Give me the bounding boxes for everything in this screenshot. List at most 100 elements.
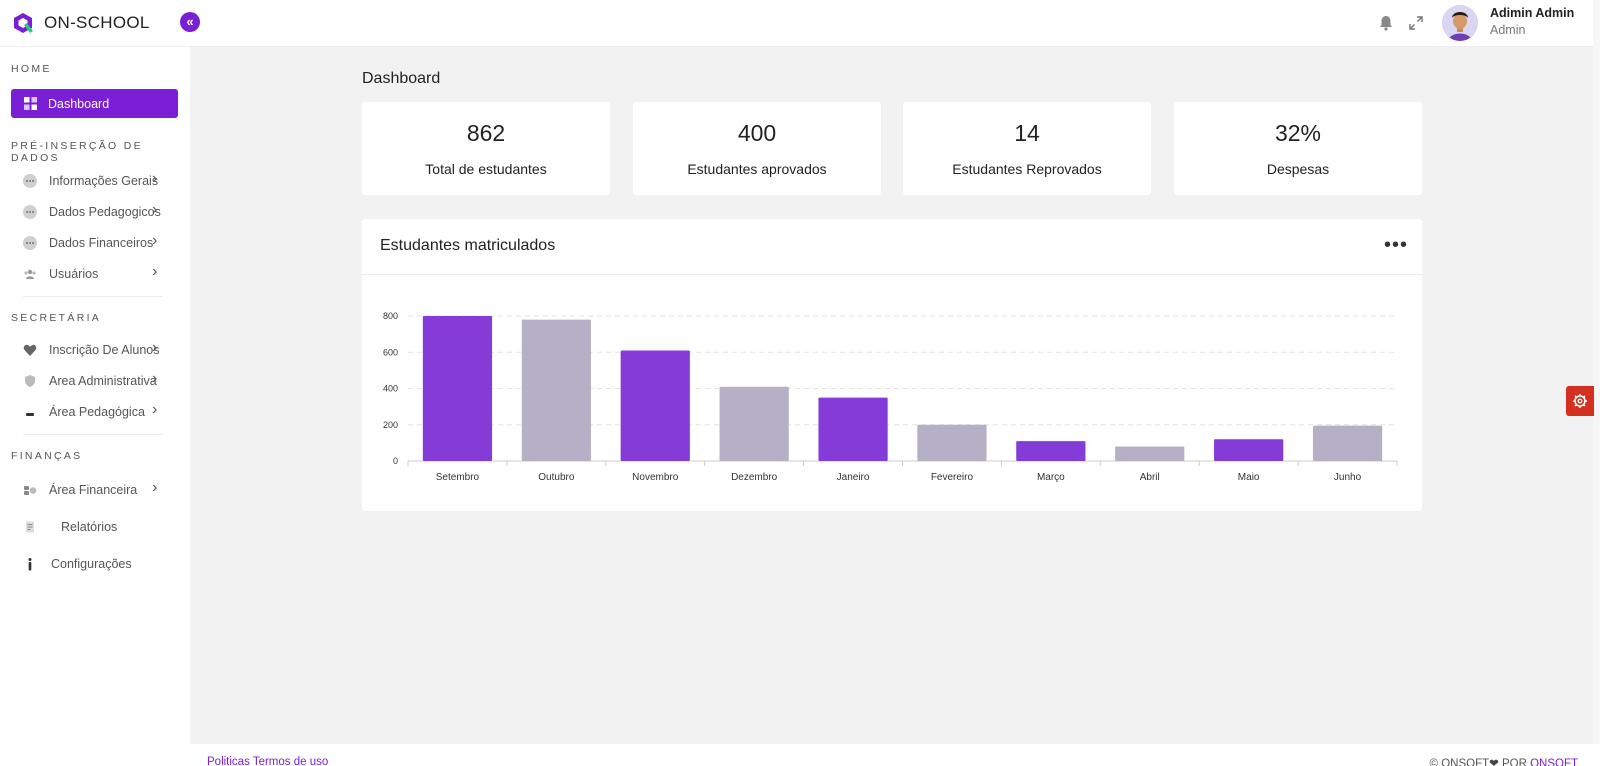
- user-avatar-icon: [1442, 5, 1478, 41]
- copyright-text: © ONSOFT: [1429, 758, 1490, 766]
- heart-icon: [23, 344, 37, 356]
- scrollbar[interactable]: [1593, 0, 1600, 766]
- top-header: ON-SCHOOL « Adimin Admin Admin: [0, 0, 1600, 47]
- chevron-right-icon: ›: [152, 339, 158, 356]
- stat-label: Total de estudantes: [425, 161, 547, 177]
- shield-icon: [25, 375, 35, 387]
- section-title-home: HOME: [11, 63, 52, 75]
- section-title-secretaria: SECRETÁRIA: [11, 312, 102, 324]
- page-title: Dashboard: [362, 70, 441, 87]
- onsoft-link[interactable]: ONSOFT: [1530, 758, 1578, 766]
- y-tick-label: 0: [393, 456, 398, 466]
- sidebar-item-label: Configurações: [51, 557, 132, 571]
- sidebar-item-configuracoes[interactable]: Configurações: [0, 552, 190, 576]
- logo-icon: [14, 13, 33, 33]
- section-title-pre-insercao: PRÉ-INSERÇÃO DE DADOS: [11, 140, 143, 164]
- politicas-link[interactable]: Politicas: [207, 756, 250, 766]
- sidebar-item-informacoes-gerais[interactable]: Informações Gerais ›: [0, 169, 190, 193]
- divider: [23, 434, 163, 435]
- stat-card-aprovados: 400 Estudantes aprovados: [633, 102, 881, 195]
- y-tick-label: 200: [383, 420, 398, 430]
- footer: Politicas Termos de uso © ONSOFT❤ POR ON…: [190, 744, 1600, 766]
- x-tick-label: Dezembro: [731, 472, 778, 483]
- sidebar-item-area-pedagogica[interactable]: Área Pedagógica ›: [0, 400, 190, 424]
- y-tick-label: 600: [383, 347, 398, 357]
- dots-circle-icon: [23, 205, 37, 219]
- y-tick-label: 800: [383, 311, 398, 321]
- bar: [1214, 439, 1284, 461]
- x-tick-label: Abril: [1140, 472, 1160, 483]
- bar: [1016, 441, 1086, 461]
- sidebar-collapse-button[interactable]: «: [180, 12, 200, 32]
- book-icon: [26, 413, 34, 416]
- sidebar-item-label: Dados Pedagogicos: [49, 205, 161, 219]
- stat-card-despesas: 32% Despesas: [1174, 102, 1422, 195]
- x-tick-label: Março: [1037, 472, 1065, 483]
- x-tick-label: Janeiro: [837, 472, 870, 483]
- dots-circle-icon: [23, 236, 37, 250]
- report-icon: [26, 521, 34, 533]
- chevron-right-icon: ›: [152, 170, 158, 187]
- sidebar-item-label: Relatórios: [61, 520, 118, 534]
- sidebar-item-area-financeira[interactable]: Área Financeira ›: [0, 478, 190, 502]
- dashboard-icon: [24, 97, 37, 110]
- sidebar-item-dados-financeiros[interactable]: Dados Financeiros ›: [0, 231, 190, 255]
- stat-value: 400: [737, 120, 777, 146]
- x-tick-label: Novembro: [632, 472, 679, 483]
- stat-value: 32%: [1274, 120, 1322, 146]
- brand-name[interactable]: ON-SCHOOL: [44, 13, 150, 32]
- por-text: POR: [1498, 758, 1531, 766]
- termos-link[interactable]: Termos de uso: [252, 756, 329, 766]
- sidebar-item-dashboard[interactable]: Dashboard: [11, 89, 178, 118]
- x-tick-label: Outubro: [538, 472, 575, 483]
- sidebar-item-label: Usuários: [49, 267, 99, 281]
- section-title-financas: FINANÇAS: [11, 450, 83, 462]
- bar-chart: 0 200 400 600 800 Setembro Outubro Novembro Deze…: [383, 311, 1398, 483]
- sidebar-item-dados-pedagogicos[interactable]: Dados Pedagogicos ›: [0, 200, 190, 224]
- sidebar-item-usuarios[interactable]: Usuários ›: [0, 262, 190, 286]
- stat-value: 14: [1014, 120, 1040, 146]
- avatar[interactable]: [1442, 5, 1478, 41]
- x-tick-label: Maio: [1238, 472, 1260, 483]
- bar: [917, 424, 987, 461]
- expand-icon[interactable]: [1407, 14, 1425, 32]
- x-tick-label: Junho: [1334, 472, 1362, 483]
- user-name[interactable]: Adimin Admin: [1490, 6, 1575, 20]
- users-icon: [24, 269, 36, 279]
- stat-label: Estudantes aprovados: [687, 161, 827, 177]
- chart-header: Estudantes matriculados •••: [362, 219, 1422, 275]
- chevron-right-icon: ›: [152, 232, 158, 249]
- footer-links: Politicas Termos de uso: [207, 756, 328, 766]
- stat-value: 862: [466, 120, 506, 146]
- user-role: Admin: [1490, 23, 1526, 37]
- settings-tab-button[interactable]: [1566, 386, 1594, 416]
- bar: [1115, 446, 1185, 461]
- bar: [521, 319, 591, 461]
- bar: [1312, 425, 1383, 461]
- chevron-right-icon: ›: [152, 401, 158, 418]
- dots-circle-icon: [23, 174, 37, 188]
- chevron-right-icon: ›: [152, 263, 158, 280]
- chart-card: Estudantes matriculados ••• 0 200 400 600 80…: [362, 219, 1422, 511]
- footer-copyright: © ONSOFT❤ POR ONSOFT: [1430, 756, 1578, 766]
- sidebar-item-relatorios[interactable]: Relatórios: [0, 515, 190, 539]
- sidebar-item-label: Informações Gerais: [49, 174, 159, 188]
- sidebar-item-label: Área Pedagógica: [49, 405, 145, 419]
- chevron-right-icon: ›: [152, 201, 158, 218]
- info-icon: [28, 558, 32, 571]
- chevron-right-icon: ›: [152, 479, 158, 496]
- divider: [23, 296, 163, 297]
- more-options-button[interactable]: •••: [1384, 234, 1409, 256]
- bell-icon[interactable]: [1377, 14, 1395, 32]
- sidebar-item-label: Dashboard: [48, 97, 110, 111]
- sidebar-item-area-administrativa[interactable]: Area Administrativa ›: [0, 369, 190, 393]
- stat-card-total: 862 Total de estudantes: [362, 102, 610, 195]
- sidebar-item-label: Inscrição De Alunos: [49, 343, 160, 357]
- finance-icon: [24, 486, 37, 495]
- chart-title: Estudantes matriculados: [380, 237, 556, 254]
- sidebar-item-inscricao-alunos[interactable]: Inscrição De Alunos ›: [0, 338, 190, 362]
- y-tick-label: 400: [383, 384, 398, 394]
- x-tick-label: Fevereiro: [931, 472, 974, 483]
- bar: [818, 397, 888, 461]
- stat-card-reprovados: 14 Estudantes Reprovados: [903, 102, 1151, 195]
